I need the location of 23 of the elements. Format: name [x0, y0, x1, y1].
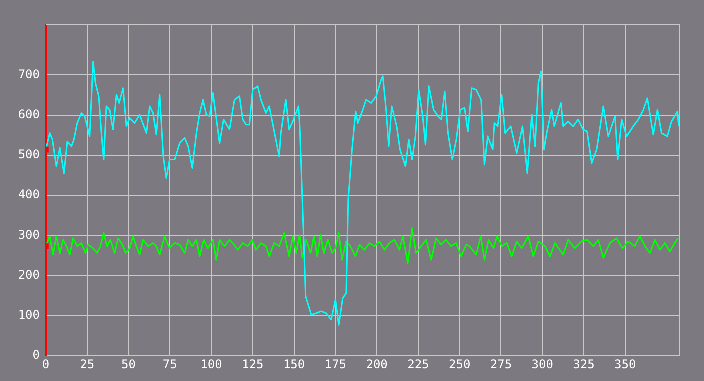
y-tick-label: 600: [18, 107, 40, 122]
x-tick-label: 275: [490, 357, 512, 372]
x-tick-label: 175: [324, 357, 347, 372]
y-tick-label: 500: [18, 148, 40, 162]
x-tick-label: 350: [614, 357, 636, 372]
x-tick-label: 250: [448, 357, 471, 372]
x-tick-label: 300: [532, 357, 554, 372]
y-tick-label: 0: [32, 348, 40, 362]
x-tick-label: 125: [242, 357, 264, 372]
y-tick-label: 200: [18, 268, 40, 282]
y-tick-label: 700: [18, 67, 40, 82]
y-tick-label: 100: [18, 308, 40, 322]
x-tick-label: 225: [408, 357, 430, 372]
x-tick-label: 325: [573, 357, 595, 372]
x-tick-label: 150: [283, 357, 306, 372]
x-tick-label: 200: [366, 357, 388, 372]
x-tick-label: 100: [200, 357, 222, 372]
x-tick-label: 25: [80, 357, 95, 372]
y-tick-label: 300: [18, 228, 40, 242]
y-tick-label: 400: [18, 188, 40, 202]
x-tick-label: 75: [162, 357, 178, 372]
x-tick-label: 50: [122, 357, 136, 372]
x-tick-label: 0: [42, 357, 50, 372]
